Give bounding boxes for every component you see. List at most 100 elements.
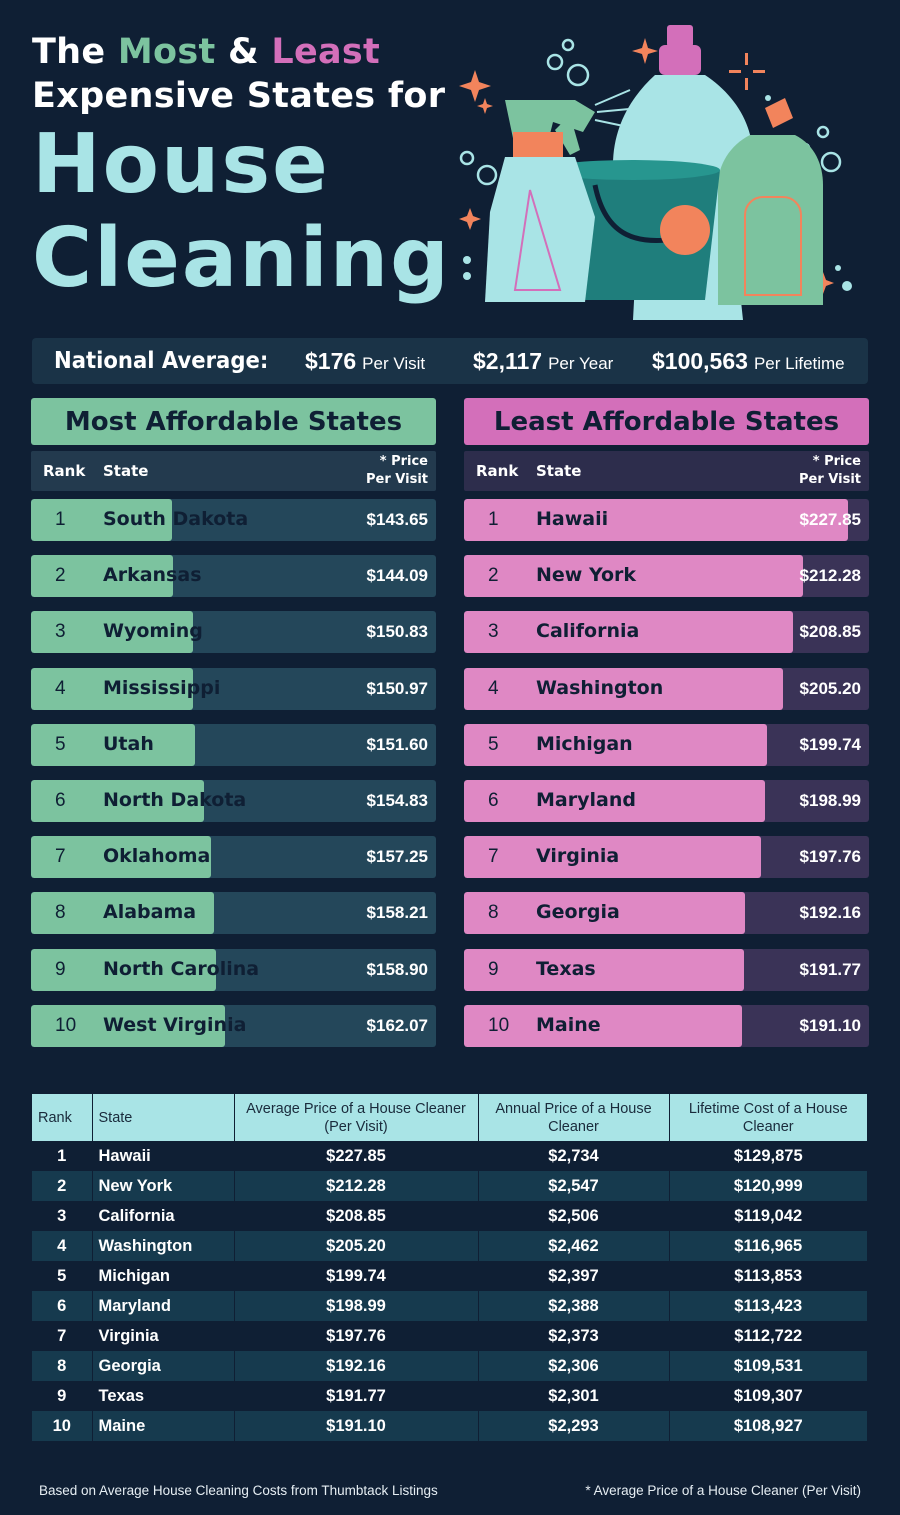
row-state: Virginia <box>536 845 620 868</box>
ranking-row: 7 Oklahoma $157.25 <box>31 836 436 879</box>
row-price-label: $150.83 <box>366 622 428 642</box>
header-state: State <box>536 462 582 480</box>
row-rank: 1 <box>55 509 66 530</box>
detergent-bottle <box>718 98 823 305</box>
row-state: Washington <box>536 676 664 699</box>
table-cell-lifetime-cost: $113,853 <box>734 1266 803 1285</box>
table-cell-state: Washington <box>92 1231 235 1261</box>
row-price-label: $191.77 <box>799 959 861 979</box>
national-average-label: National Average: <box>54 348 269 374</box>
title-house: House <box>32 117 330 212</box>
row-rank: 2 <box>55 565 66 587</box>
header-price: * Price Per Visit <box>366 453 428 489</box>
table-cell-annual-price: $2,306 <box>478 1351 670 1381</box>
header-price-line-2: Per Visit <box>366 472 428 487</box>
row-rank: 7 <box>488 846 499 868</box>
price-bar <box>464 892 746 935</box>
row-rank: 6 <box>55 789 66 811</box>
table-cell-lifetime-cost: $109,307 <box>733 1386 803 1405</box>
row-state: South Dakota <box>103 508 249 530</box>
spray-bottle <box>485 100 595 302</box>
row-rank: 5 <box>488 733 499 755</box>
table-header-lifetime-cost: Lifetime Cost of a House Cleaner <box>669 1094 867 1141</box>
table-cell-state: Michigan <box>92 1261 235 1291</box>
row-rank: 9 <box>55 958 66 980</box>
table-cell-lifetime-cost: $112,722 <box>734 1326 803 1345</box>
table-row: 8 Georgia $192.16 $2,306 $109,531 <box>32 1351 867 1381</box>
table-cell-state: California <box>92 1201 235 1231</box>
row-state: North Dakota <box>103 788 247 811</box>
row-price-label: $150.97 <box>366 678 428 698</box>
most-affordable-panel: Most Affordable States Rank State * Pric… <box>31 398 436 1061</box>
table-row: 6 Maryland $198.99 $2,388 $113,423 <box>32 1291 867 1321</box>
table-cell-annual-price: $2,397 <box>478 1261 670 1291</box>
row-rank: 9 <box>488 958 499 980</box>
table-cell-annual-price: $2,301 <box>478 1381 670 1411</box>
title-cleaning: Cleaning <box>32 211 451 306</box>
price-bar <box>31 555 173 598</box>
ranking-row: 10 West Virginia $162.07 <box>31 1004 436 1047</box>
least-affordable-column-headers: Rank State * Price Per Visit <box>464 451 869 491</box>
row-state: Wyoming <box>103 620 203 643</box>
table-cell-avg-price: $205.20 <box>234 1231 479 1261</box>
row-rank: 4 <box>488 677 499 699</box>
row-price-label: $157.25 <box>366 847 428 867</box>
per-year-unit: Per Year <box>548 353 614 373</box>
row-price-label: $154.83 <box>366 790 428 810</box>
table-row: 5 Michigan $199.74 $2,397 $113,853 <box>32 1261 867 1291</box>
row-state: Utah <box>103 732 154 755</box>
row-price-label: $199.74 <box>799 734 861 754</box>
row-rank: 10 <box>488 1014 510 1036</box>
table-cell-avg-price: $191.10 <box>234 1411 479 1441</box>
price-bar <box>31 723 195 766</box>
table-cell-lifetime-cost: $109,531 <box>733 1356 803 1375</box>
row-rank: 7 <box>55 846 66 868</box>
table-cell-lifetime-cost: $119,042 <box>734 1206 803 1225</box>
table-cell-annual-price: $2,388 <box>478 1291 670 1321</box>
row-rank: 4 <box>55 677 66 699</box>
row-rank: 10 <box>55 1014 77 1036</box>
ranking-row: 2 Arkansas $144.09 <box>31 555 436 598</box>
table-cell-avg-price: $191.77 <box>234 1381 479 1411</box>
ranking-row: 1 Hawaii $227.85 <box>464 499 869 541</box>
row-price-label: $197.76 <box>799 847 861 867</box>
price-bar <box>464 555 804 598</box>
cleaning-bottles-illustration <box>459 25 852 320</box>
table-cell-annual-price: $2,373 <box>478 1321 670 1351</box>
row-state: California <box>536 620 640 643</box>
row-price-label: $158.90 <box>366 959 428 979</box>
title-amp: & <box>215 32 272 72</box>
price-bar <box>464 611 794 654</box>
table-row: 4 Washington $205.20 $2,462 $116,965 <box>32 1231 867 1261</box>
per-year-value: $2,117 <box>473 347 543 374</box>
price-bar <box>31 836 212 879</box>
row-state: Oklahoma <box>103 845 211 868</box>
price-bar <box>31 499 172 541</box>
least-affordable-panel: Least Affordable States Rank State * Pri… <box>464 398 869 1061</box>
row-state: Michigan <box>536 732 633 755</box>
table-cell-rank: 9 <box>32 1381 93 1411</box>
ranking-row: 9 North Carolina $158.90 <box>31 948 436 991</box>
row-price-label: $198.99 <box>799 790 861 810</box>
row-price-label: $144.09 <box>366 566 428 586</box>
table-cell-rank: 10 <box>32 1411 93 1441</box>
price-bar <box>464 667 783 710</box>
title-the: The <box>32 32 118 72</box>
table-cell-state: Texas <box>92 1381 235 1411</box>
price-bar <box>464 499 849 541</box>
row-price-label: $162.07 <box>366 1015 428 1035</box>
table-cell-rank: 1 <box>32 1141 93 1171</box>
row-rank: 8 <box>488 902 499 924</box>
table-cell-annual-price: $2,547 <box>478 1171 670 1201</box>
table-cell-lifetime-cost: $120,999 <box>733 1176 803 1195</box>
table-cell-state: New York <box>92 1171 235 1201</box>
per-visit-unit: Per Visit <box>362 353 426 373</box>
table-header-rank: Rank <box>32 1094 93 1141</box>
table-cell-avg-price: $227.85 <box>234 1141 479 1171</box>
price-bar <box>31 1004 226 1047</box>
row-price-label: $212.28 <box>799 566 861 586</box>
table-cell-rank: 8 <box>32 1351 93 1381</box>
per-lifetime-unit: Per Lifetime <box>753 353 845 373</box>
row-price-label: $192.16 <box>799 903 861 923</box>
ranking-row: 9 Texas $191.77 <box>464 948 869 991</box>
